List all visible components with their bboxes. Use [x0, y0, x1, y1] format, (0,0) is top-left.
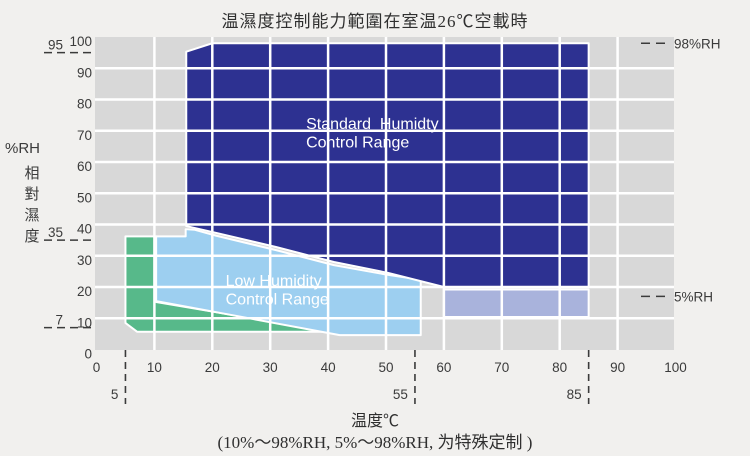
chart-title: 温濕度控制能力範圍在室温26℃空載時 — [221, 12, 529, 31]
region-label-standard-humidity-control-range-line2: Control Range — [306, 135, 409, 152]
y-tick-label-90: 90 — [77, 65, 92, 80]
region-label-low-humidity-control-range-line1: Low Humidity — [226, 273, 322, 290]
y-marker-label-7: 7 — [55, 313, 63, 328]
y-tick-label-0: 0 — [84, 347, 92, 362]
y-tick-label-80: 80 — [77, 97, 92, 112]
y-tick-label-10: 10 — [77, 315, 92, 330]
x-tick-label-90: 90 — [610, 360, 625, 375]
x-tick-label-30: 30 — [263, 360, 278, 375]
x-tick-label-40: 40 — [321, 360, 336, 375]
y-tick-label-40: 40 — [77, 222, 92, 237]
x-marker-label-55: 55 — [393, 387, 408, 402]
x-tick-label-70: 70 — [494, 360, 509, 375]
y-tick-label-20: 20 — [77, 284, 92, 299]
x-marker-label-5: 5 — [111, 387, 119, 402]
y-tick-label-60: 60 — [77, 159, 92, 174]
y-axis-title-cjk-1: 相 — [24, 165, 39, 182]
x-tick-label-10: 10 — [147, 360, 162, 375]
y-tick-label-100: 100 — [69, 34, 92, 49]
x-tick-label-0: 0 — [93, 360, 101, 375]
y-tick-label-30: 30 — [77, 253, 92, 268]
x-tick-label-100: 100 — [664, 360, 687, 375]
y-axis-title-cjk-4: 度 — [24, 228, 39, 245]
y-axis-title-cjk-2: 對 — [24, 186, 39, 203]
y-marker-label-35: 35 — [48, 225, 63, 240]
y-tick-label-70: 70 — [77, 128, 92, 143]
y-marker-label-95: 95 — [48, 38, 63, 53]
region-high-temp-5rh-extension — [442, 288, 590, 318]
y-tick-label-50: 50 — [77, 190, 92, 205]
footnote-text: (10%～98%RH, 5%～98%RH, 为特殊定制 ) — [217, 433, 533, 452]
x-axis-title: 温度℃ — [350, 413, 399, 430]
region-label-low-humidity-control-range-line2: Control Range — [226, 292, 329, 309]
y-axis-title-cjk-3: 濕 — [24, 207, 39, 224]
x-tick-label-80: 80 — [552, 360, 567, 375]
right-marker-label-98%RH: 98%RH — [674, 36, 721, 51]
x-tick-label-50: 50 — [378, 360, 393, 375]
right-marker-label-5%RH: 5%RH — [674, 289, 713, 304]
y-axis-title-rh: %RH — [5, 140, 40, 157]
x-marker-label-85: 85 — [567, 387, 582, 402]
x-tick-label-60: 60 — [436, 360, 451, 375]
x-tick-label-20: 20 — [205, 360, 220, 375]
region-label-standard-humidity-control-range-line1: Standard Humidty — [306, 116, 439, 133]
